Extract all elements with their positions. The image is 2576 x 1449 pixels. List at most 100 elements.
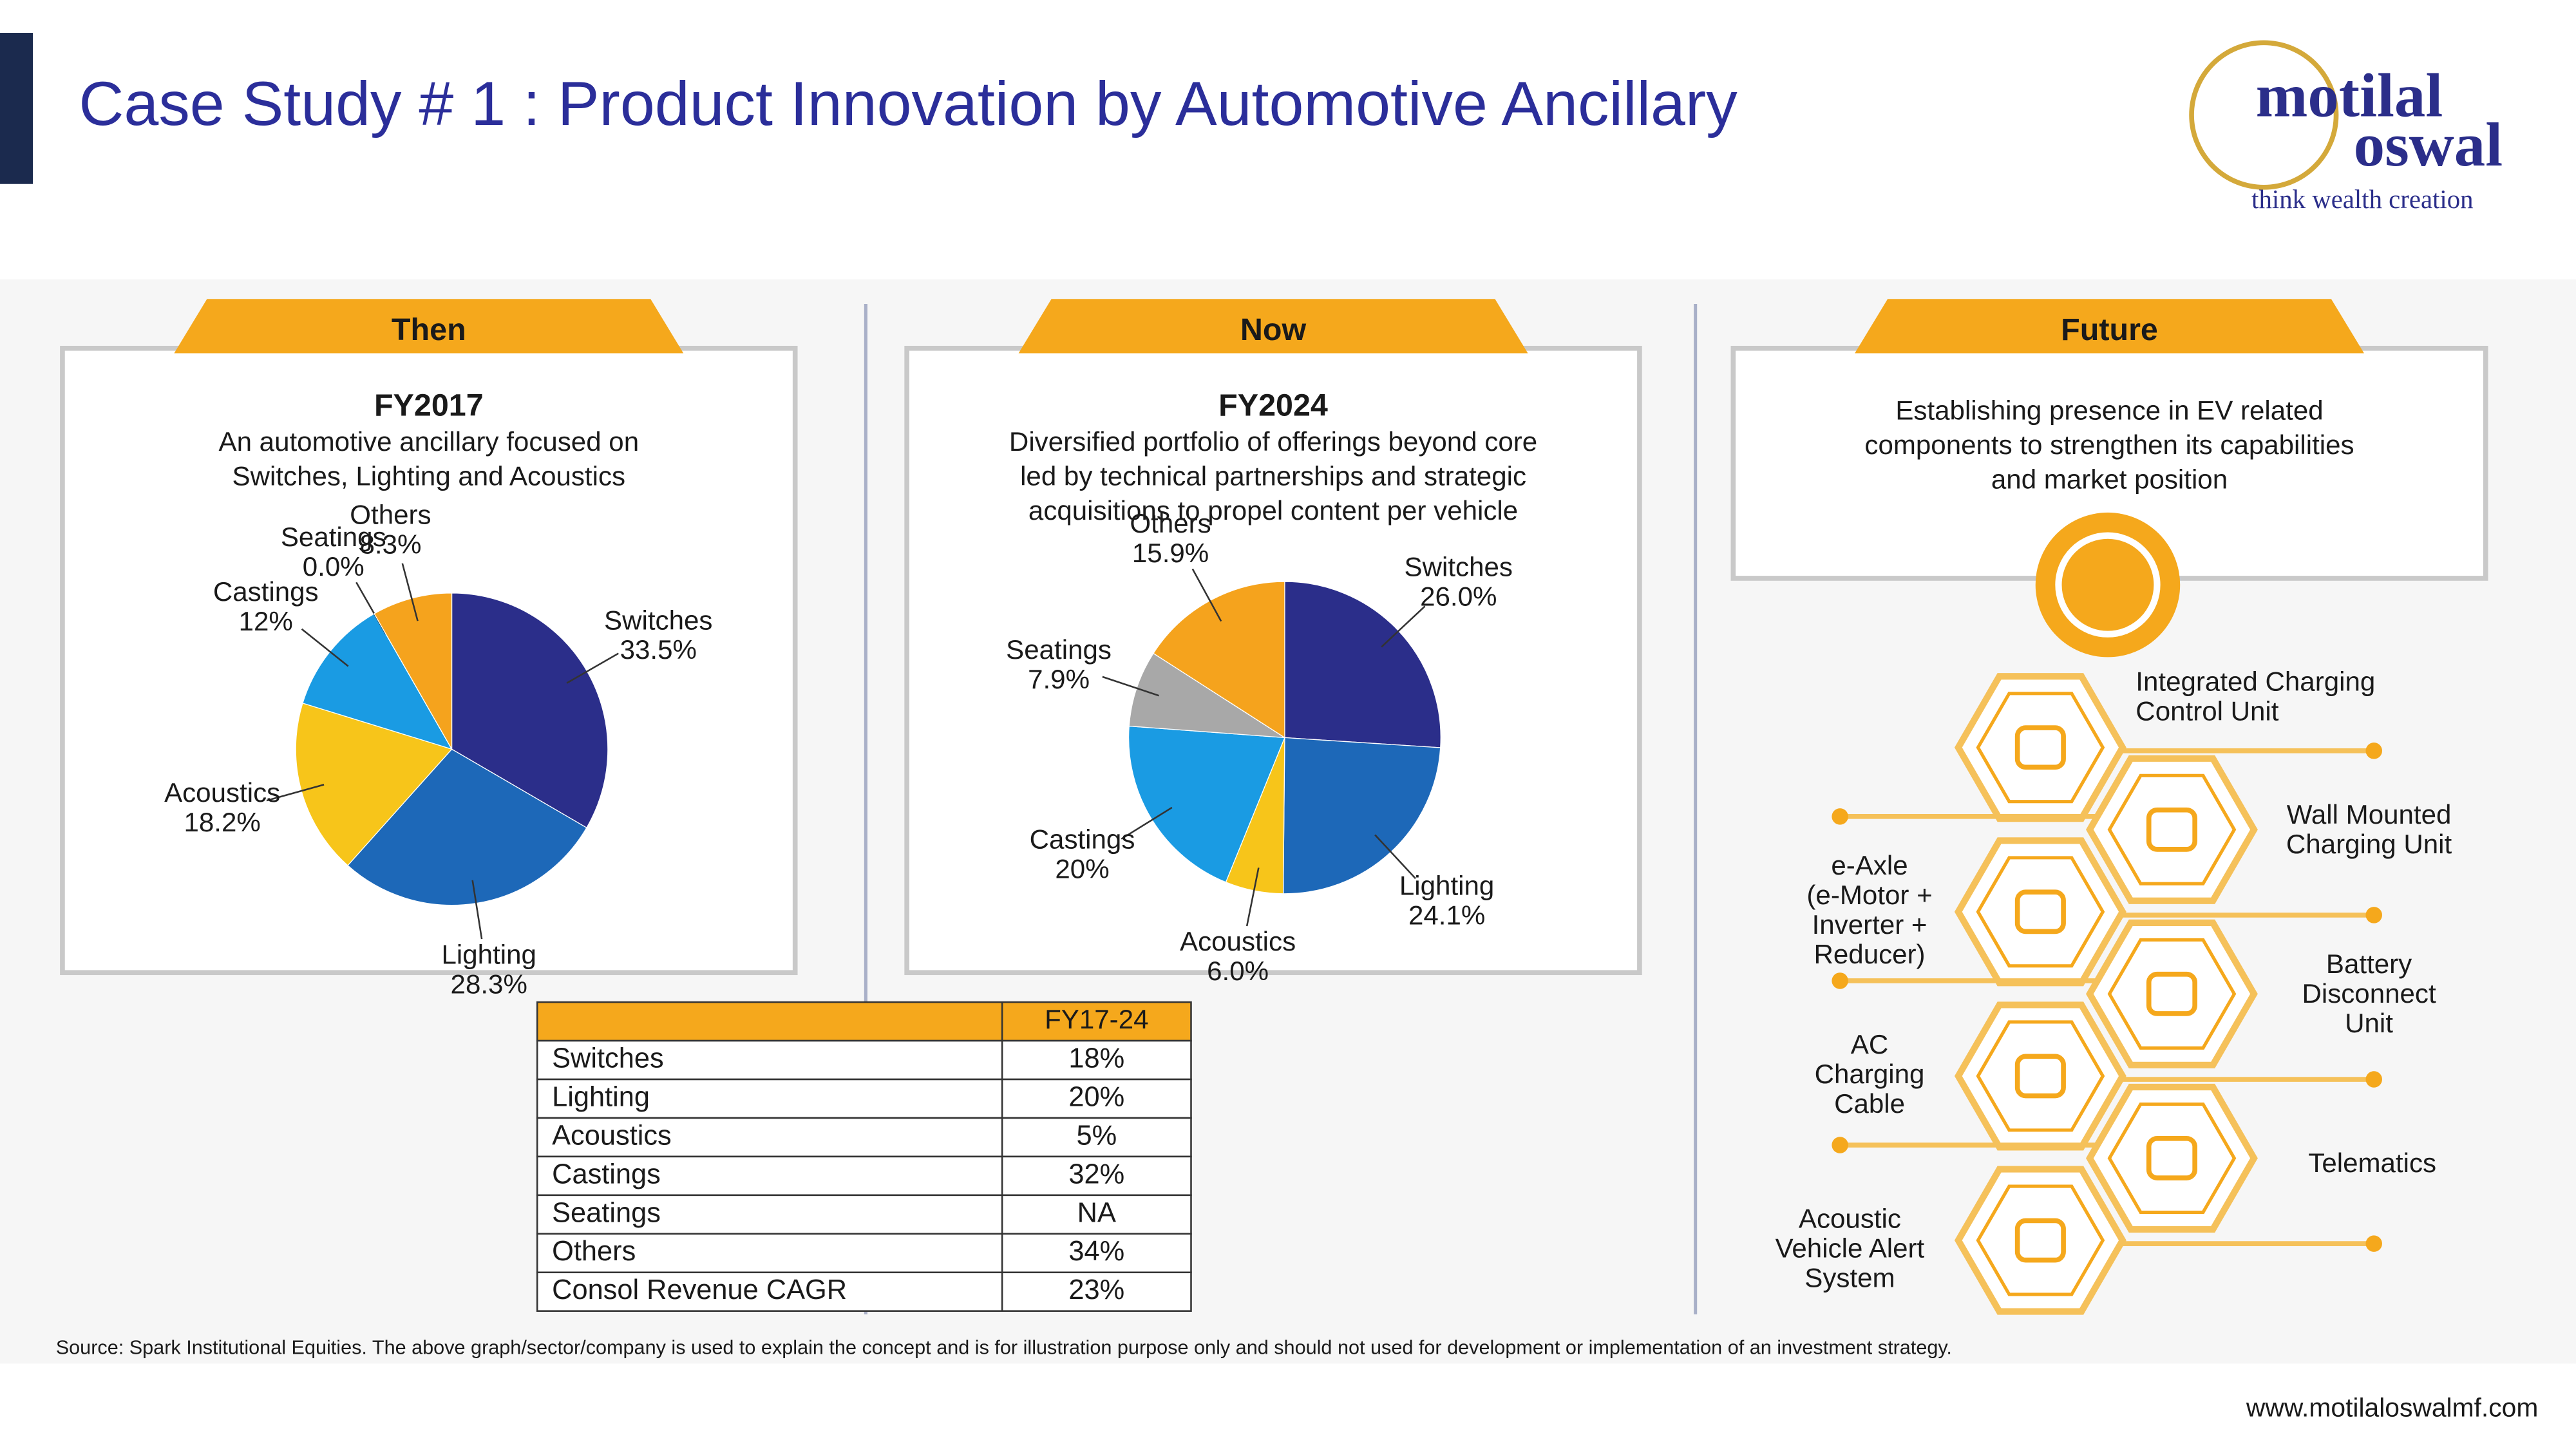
slice-label: Others (1130, 508, 1211, 538)
table-row (536, 1271, 1192, 1312)
table-cell: Seatings (552, 1197, 661, 1228)
leader-line (1121, 806, 1173, 840)
slice-value-label: 12% (239, 606, 293, 636)
slice-value-label: 15.9% (1132, 538, 1209, 568)
hexagon-inner (2107, 938, 2237, 1050)
panel-tab-label: Future (2061, 312, 2158, 347)
table-cell: 20% (1068, 1081, 1124, 1112)
slide-title: Case Study # 1 : Product Innovation by A… (79, 68, 1738, 138)
hexagon-inner (1976, 1184, 2105, 1296)
future-item-label: Disconnect (2302, 978, 2436, 1009)
slice-label: Others (350, 500, 431, 530)
future-item-label: Unit (2345, 1008, 2393, 1038)
connector-dot (1832, 1137, 1848, 1153)
panel-tab (1855, 299, 2364, 354)
panel-description: Switches, Lighting and Acoustics (232, 460, 625, 491)
table-cell: 18% (1068, 1043, 1124, 1074)
item-icon (2014, 725, 2066, 770)
slice-value-label: 24.1% (1408, 900, 1485, 931)
table-row (536, 1039, 1192, 1081)
slice-value-label: 6.0% (1207, 956, 1269, 986)
leader-line (1381, 605, 1426, 648)
slice-label: Switches (1405, 552, 1513, 582)
leader-line (1245, 867, 1260, 927)
hexagon-inner (1976, 856, 2105, 968)
future-item-label: e-Axle (1831, 850, 1908, 880)
future-item-label: Integrated Charging (2136, 666, 2375, 696)
slice-label: Acoustics (1180, 926, 1296, 956)
future-item-label: Battery (2326, 949, 2412, 979)
leader-line (566, 652, 619, 684)
future-item-label: Reducer) (1814, 939, 1926, 969)
item-icon (2146, 1136, 2197, 1180)
slice-label: Switches (604, 605, 712, 635)
slice-label: Seatings (281, 522, 386, 552)
logo-text: motilal (2256, 61, 2443, 129)
panel-tab-label: Then (392, 312, 466, 347)
slice-value-label: 28.3% (451, 969, 527, 999)
title-accent (0, 33, 33, 184)
website-url: www.motilaloswalmf.com (2246, 1393, 2538, 1423)
logo-tagline: think wealth creation (2251, 185, 2473, 214)
leader-line (471, 880, 483, 940)
slice-value-label: 18.2% (184, 807, 260, 837)
leader-line (1191, 568, 1222, 622)
table-cell: Others (552, 1236, 636, 1267)
future-item-label: Vehicle Alert (1776, 1233, 1925, 1263)
table-cell: 32% (1068, 1159, 1124, 1189)
logo-text: oswal (2354, 110, 2503, 179)
panel-description: Establishing presence in EV related (1895, 395, 2323, 425)
source-note: Source: Spark Institutional Equities. Th… (56, 1336, 1952, 1358)
panel-description: components to strengthen its capabilitie… (1864, 430, 2354, 460)
table-row (536, 1117, 1192, 1158)
table-cell: 34% (1068, 1236, 1124, 1267)
future-item-label: (e-Motor + (1806, 880, 1932, 910)
leader-line (266, 784, 325, 802)
panel-tab (1018, 299, 1528, 354)
panel-tab (174, 299, 684, 354)
connector-dot (2365, 1071, 2382, 1088)
item-icon (2014, 889, 2066, 934)
slice-label: Lighting (1399, 871, 1494, 901)
panel-description: acquisitions to propel content per vehic… (1028, 495, 1518, 526)
leader-line (1374, 834, 1416, 879)
connector-dot (2365, 1235, 2382, 1252)
table-row (536, 1155, 1192, 1197)
slice-label: Lighting (442, 940, 536, 970)
slice-value-label: 0.0% (303, 551, 365, 582)
table-row (536, 1233, 1192, 1274)
item-icon (2146, 807, 2197, 852)
logo-ring (2189, 40, 2339, 190)
slice-value-label: 20% (1055, 854, 1109, 884)
slice-label: Castings (213, 576, 319, 607)
hexagon-inner (1976, 1020, 2105, 1132)
table-cell: 23% (1068, 1274, 1124, 1305)
panel-description: led by technical partnerships and strate… (1020, 460, 1526, 491)
future-item-label: Charging Unit (2286, 829, 2452, 859)
panel-description: An automotive ancillary focused on (219, 426, 639, 457)
table-header: FY17-24 (1045, 1004, 1148, 1034)
hexagon-inner (1976, 692, 2105, 804)
table-cell: Consol Revenue CAGR (552, 1274, 847, 1305)
connector-dot (2365, 743, 2382, 759)
slice-label: Acoustics (164, 777, 280, 808)
slice-value-label: 26.0% (1420, 581, 1497, 611)
item-icon (2014, 1218, 2066, 1263)
hexagon-inner (2107, 1102, 2237, 1214)
connector-dot (2365, 907, 2382, 923)
item-icon (2146, 971, 2197, 1016)
panel-tab-label: Now (1240, 312, 1307, 347)
hexagon-inner (2107, 773, 2237, 886)
slice-value-label: 7.9% (1028, 664, 1090, 694)
ev-icon-inner (2055, 532, 2161, 638)
future-item-label: Acoustic (1799, 1204, 1901, 1234)
leader-line (301, 628, 349, 667)
table-cell: Castings (552, 1159, 661, 1189)
future-item-label: Inverter + (1812, 909, 1927, 940)
table-cell: Switches (552, 1043, 664, 1074)
table-cell: NA (1077, 1197, 1116, 1228)
slice-value-label: 8.3% (359, 529, 421, 560)
future-item-label: Telematics (2308, 1148, 2436, 1178)
panel-heading: FY2024 (1218, 388, 1328, 422)
